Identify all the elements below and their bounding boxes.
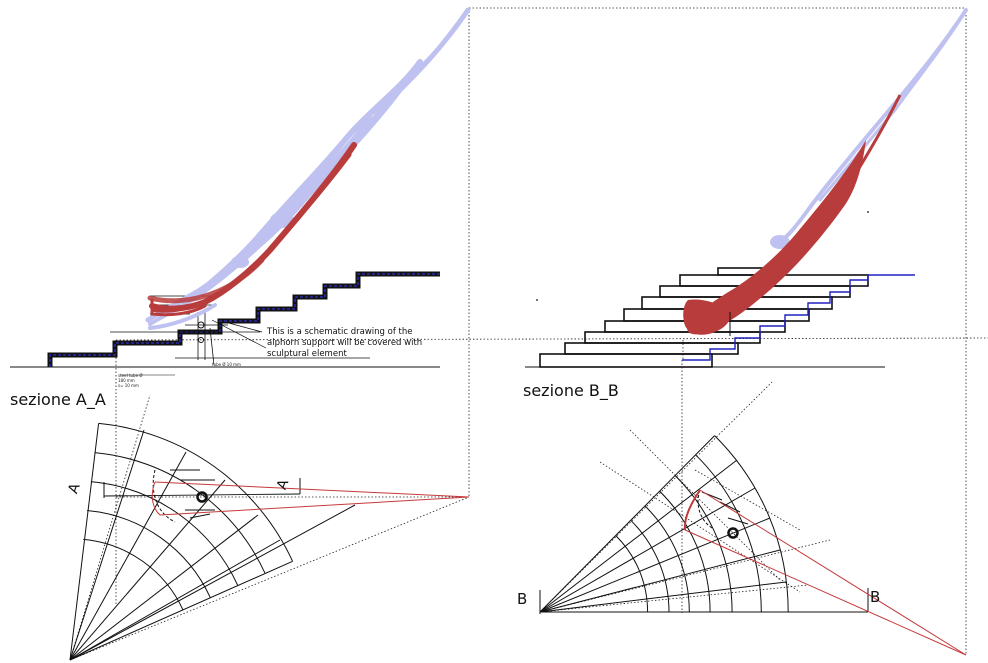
spec-labels: steel tube Ø 180 mm s= 10 mm tube Ø 10 m… [118,362,241,388]
schematic-note: This is a schematic drawing of the alpho… [211,319,422,359]
note-line-2: alphorn support will be covered with [267,338,422,348]
section-b-elevation [525,8,968,368]
plan-b [539,435,869,614]
tube-marker-a [196,491,208,503]
spec-tube: tube Ø 10 mm [212,362,241,367]
section-b-title: sezione B_B [523,381,619,401]
section-a-marker-right: A [274,477,292,492]
section-a-marker-left: A [65,481,83,496]
alphorn-support-a [147,142,357,317]
spec-line-3: s= 10 mm [118,383,139,388]
plan-a [69,422,356,661]
alphorn-support-b [683,94,902,336]
note-line-1: This is a schematic drawing of the [266,327,413,337]
plan-a-red-section [151,481,470,516]
alphorn-b [770,8,968,249]
section-a-title: sezione A_A [10,390,106,410]
spec-line-1: steel tube Ø [118,373,142,378]
section-b-marker-left: B [517,590,527,608]
spec-line-2: 180 mm [118,378,135,383]
alphorn-a [145,7,471,330]
plan-b-red-section [683,489,967,656]
section-b-marker-right: B [870,588,880,606]
tube-marker-b [727,527,739,539]
section-a-elevation [10,7,471,376]
note-line-3: sculptural element [267,349,347,359]
